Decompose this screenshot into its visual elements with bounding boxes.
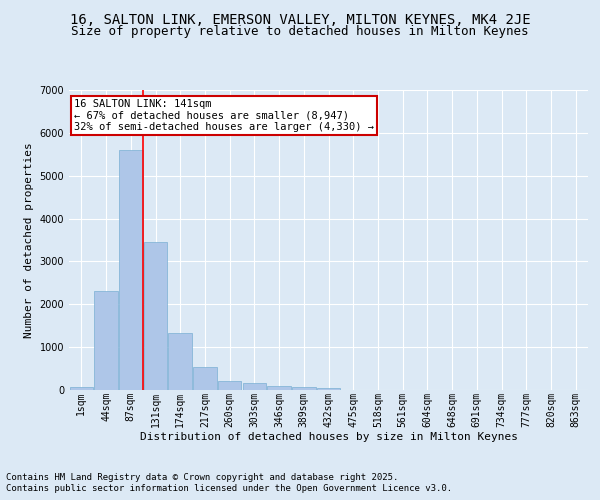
Bar bbox=[94, 292, 118, 390]
Bar bbox=[218, 381, 241, 390]
Text: Contains HM Land Registry data © Crown copyright and database right 2025.: Contains HM Land Registry data © Crown c… bbox=[6, 472, 398, 482]
Bar bbox=[70, 387, 93, 390]
Bar bbox=[193, 368, 217, 390]
Text: Contains public sector information licensed under the Open Government Licence v3: Contains public sector information licen… bbox=[6, 484, 452, 493]
X-axis label: Distribution of detached houses by size in Milton Keynes: Distribution of detached houses by size … bbox=[139, 432, 517, 442]
Text: 16 SALTON LINK: 141sqm
← 67% of detached houses are smaller (8,947)
32% of semi-: 16 SALTON LINK: 141sqm ← 67% of detached… bbox=[74, 99, 374, 132]
Bar bbox=[268, 386, 291, 390]
Bar bbox=[169, 334, 192, 390]
Y-axis label: Number of detached properties: Number of detached properties bbox=[24, 142, 34, 338]
Text: 16, SALTON LINK, EMERSON VALLEY, MILTON KEYNES, MK4 2JE: 16, SALTON LINK, EMERSON VALLEY, MILTON … bbox=[70, 12, 530, 26]
Bar bbox=[242, 382, 266, 390]
Bar bbox=[317, 388, 340, 390]
Bar bbox=[119, 150, 143, 390]
Bar bbox=[144, 242, 167, 390]
Text: Size of property relative to detached houses in Milton Keynes: Size of property relative to detached ho… bbox=[71, 25, 529, 38]
Bar bbox=[292, 388, 316, 390]
